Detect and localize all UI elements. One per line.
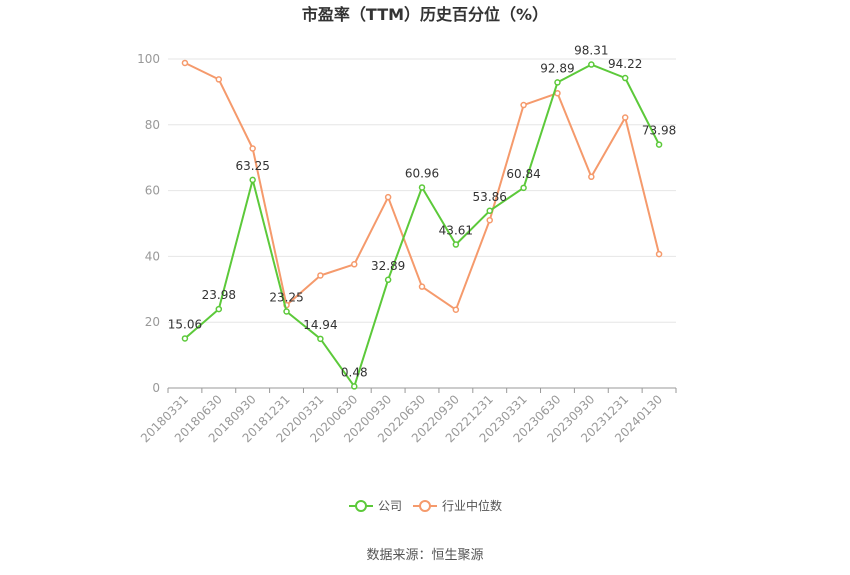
series-point-1[interactable] [249, 145, 256, 152]
series-point-0[interactable] [418, 184, 426, 191]
data-label: 92.89 [540, 61, 574, 75]
series-point-1[interactable] [418, 283, 426, 290]
data-label: 14.94 [303, 318, 337, 332]
series-point-0[interactable] [588, 61, 595, 68]
series-point-0[interactable] [520, 184, 527, 192]
data-label: 0.48 [341, 365, 368, 379]
legend-marker-company [355, 500, 367, 512]
series-point-0[interactable] [351, 383, 358, 390]
data-label: 32.89 [371, 259, 405, 273]
data-label: 63.25 [235, 159, 269, 173]
data-label: 94.22 [608, 57, 642, 71]
data-source: 数据来源：恒生聚源 [366, 548, 483, 563]
legend: 公司 行业中位数 [349, 498, 502, 513]
series-point-1[interactable] [520, 101, 527, 109]
series-line-0 [184, 63, 660, 388]
data-label: 60.96 [405, 166, 439, 180]
legend-label-industry-median: 行业中位数 [442, 498, 502, 513]
series-point-0[interactable] [452, 241, 460, 248]
series-point-0[interactable] [554, 79, 561, 86]
data-label: 53.86 [473, 190, 507, 204]
series-point-1[interactable] [452, 306, 460, 313]
series-layer [181, 59, 663, 390]
y-tick-label: 20 [145, 315, 160, 329]
data-label: 23.25 [269, 291, 303, 305]
series-point-1[interactable] [655, 250, 663, 258]
series-point-1[interactable] [554, 89, 561, 97]
series-point-0[interactable] [215, 305, 223, 313]
series-point-0[interactable] [317, 335, 324, 343]
data-label: 98.31 [574, 44, 608, 58]
series-point-0[interactable] [486, 207, 493, 215]
chart-title: 市盈率（TTM）历史百分位（%） [302, 5, 548, 24]
legend-label-company: 公司 [378, 499, 402, 513]
y-tick-label: 100 [137, 52, 160, 66]
data-label: 23.98 [202, 288, 236, 302]
series-point-1[interactable] [486, 216, 493, 224]
series-point-1[interactable] [215, 76, 223, 83]
data-label: 15.06 [168, 317, 202, 331]
series-point-1[interactable] [317, 272, 324, 279]
data-label: 73.98 [642, 124, 676, 138]
series-point-1[interactable] [351, 261, 358, 268]
legend-item-company[interactable]: 公司 [349, 499, 402, 513]
series-point-0[interactable] [384, 276, 392, 284]
series-point-0[interactable] [181, 335, 189, 342]
y-tick-label: 80 [145, 118, 160, 132]
series-point-0[interactable] [621, 74, 629, 82]
y-tick-label: 40 [145, 249, 160, 263]
y-tick-label: 0 [152, 381, 160, 395]
y-tick-label: 60 [145, 184, 160, 198]
legend-item-industry-median[interactable]: 行业中位数 [413, 498, 502, 513]
data-label: 43.61 [439, 224, 473, 238]
series-point-0[interactable] [655, 141, 663, 148]
series-point-0[interactable] [249, 176, 256, 184]
series-point-1[interactable] [588, 173, 595, 181]
series-point-1[interactable] [384, 193, 392, 201]
series-point-1[interactable] [181, 59, 189, 67]
data-label: 60.84 [506, 167, 540, 181]
series-point-1[interactable] [621, 114, 629, 121]
series-point-0[interactable] [283, 308, 290, 315]
legend-marker-industry-median [419, 500, 431, 512]
